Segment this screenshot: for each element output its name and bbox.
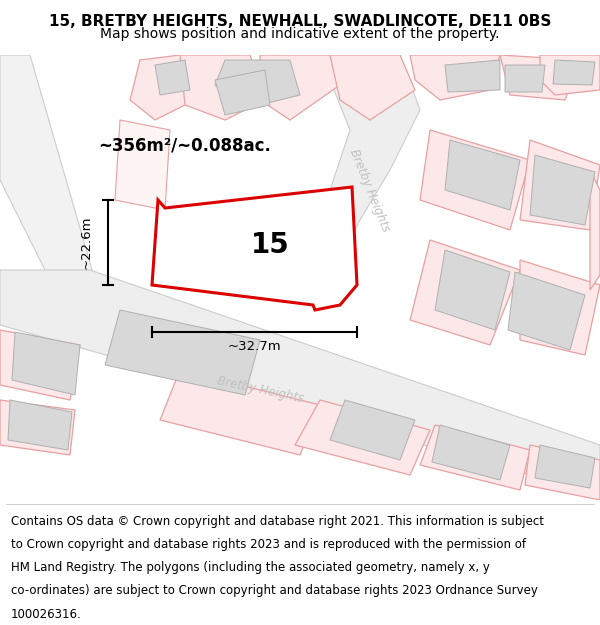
Polygon shape [155, 60, 190, 95]
Text: ~22.6m: ~22.6m [79, 216, 92, 269]
Polygon shape [0, 400, 75, 455]
Text: 100026316.: 100026316. [11, 608, 82, 621]
Polygon shape [130, 55, 185, 120]
Polygon shape [115, 120, 170, 210]
Polygon shape [215, 60, 300, 110]
Polygon shape [508, 272, 585, 350]
Text: Map shows position and indicative extent of the property.: Map shows position and indicative extent… [100, 28, 500, 41]
Polygon shape [520, 140, 600, 230]
Polygon shape [8, 400, 72, 450]
Text: Bretby Heights: Bretby Heights [215, 374, 304, 406]
Polygon shape [215, 70, 270, 115]
Text: Contains OS data © Crown copyright and database right 2021. This information is : Contains OS data © Crown copyright and d… [11, 515, 544, 528]
Polygon shape [530, 155, 595, 225]
Polygon shape [535, 445, 595, 488]
Polygon shape [12, 332, 80, 395]
Polygon shape [260, 55, 340, 120]
Text: Bretby Heights: Bretby Heights [347, 147, 392, 233]
Polygon shape [520, 260, 600, 355]
Polygon shape [432, 425, 510, 480]
Polygon shape [410, 240, 520, 345]
Polygon shape [500, 55, 580, 100]
Polygon shape [295, 400, 430, 475]
Polygon shape [540, 55, 600, 95]
Polygon shape [435, 250, 510, 330]
Text: to Crown copyright and database rights 2023 and is reproduced with the permissio: to Crown copyright and database rights 2… [11, 538, 526, 551]
Text: ~32.7m: ~32.7m [227, 341, 281, 354]
Text: ~356m²/~0.088ac.: ~356m²/~0.088ac. [98, 136, 271, 154]
Polygon shape [330, 400, 415, 460]
Polygon shape [290, 55, 420, 280]
Polygon shape [505, 65, 545, 92]
Polygon shape [590, 170, 600, 290]
Polygon shape [525, 445, 600, 500]
Polygon shape [105, 310, 260, 395]
Polygon shape [420, 130, 530, 230]
Polygon shape [553, 60, 595, 85]
Polygon shape [160, 370, 320, 455]
Text: 15: 15 [251, 231, 289, 259]
Polygon shape [330, 55, 415, 120]
Polygon shape [445, 60, 500, 92]
Polygon shape [0, 330, 80, 400]
Polygon shape [152, 187, 357, 310]
Text: HM Land Registry. The polygons (including the associated geometry, namely x, y: HM Land Registry. The polygons (includin… [11, 561, 490, 574]
Polygon shape [0, 270, 600, 495]
Polygon shape [445, 140, 520, 210]
Text: 15, BRETBY HEIGHTS, NEWHALL, SWADLINCOTE, DE11 0BS: 15, BRETBY HEIGHTS, NEWHALL, SWADLINCOTE… [49, 14, 551, 29]
Polygon shape [170, 55, 265, 120]
Polygon shape [420, 425, 530, 490]
Polygon shape [410, 55, 500, 100]
Polygon shape [0, 55, 95, 300]
Text: co-ordinates) are subject to Crown copyright and database rights 2023 Ordnance S: co-ordinates) are subject to Crown copyr… [11, 584, 538, 598]
